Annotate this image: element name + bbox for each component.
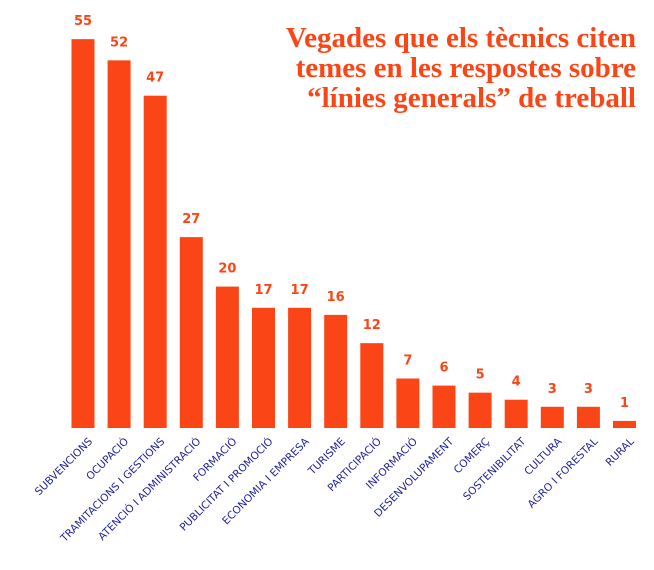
bar	[71, 39, 95, 429]
x-tick-label: RURAL	[603, 436, 636, 469]
data-label: 55	[74, 14, 92, 29]
bar	[252, 307, 275, 428]
bar	[540, 406, 564, 428]
bar	[288, 307, 312, 428]
bar	[360, 343, 384, 428]
data-label: 6	[439, 361, 448, 376]
data-label: 4	[512, 375, 521, 390]
data-label: 52	[110, 35, 128, 50]
data-label: 47	[146, 71, 164, 86]
data-label: 3	[548, 382, 557, 397]
bar	[107, 60, 131, 429]
data-label: 16	[327, 290, 345, 305]
bar	[396, 378, 420, 428]
x-tick-label: AGRO I FORESTAL	[526, 436, 601, 511]
chart-title: temes en les respostes sobre	[296, 52, 637, 84]
data-label: 17	[254, 283, 272, 298]
data-label: 17	[291, 283, 309, 298]
data-label: 3	[584, 382, 593, 397]
bar	[613, 420, 636, 428]
data-label: 12	[363, 318, 381, 333]
data-label: 7	[403, 354, 412, 369]
data-label: 1	[620, 396, 629, 411]
data-label: 27	[182, 212, 200, 227]
bar	[143, 95, 167, 429]
chart-title: “línies generals” de treball	[307, 82, 636, 114]
chart-title: Vegades que els tècnics citen	[286, 22, 636, 54]
bar	[324, 314, 348, 428]
bar	[432, 385, 456, 428]
x-tick-label: SOSTENIBILITAT	[461, 435, 529, 503]
bar	[468, 392, 492, 428]
data-label: 5	[476, 368, 485, 383]
bar	[504, 399, 528, 428]
data-label: 20	[218, 262, 236, 277]
x-tick-label: SUBVENCIONS	[33, 435, 96, 498]
bar	[576, 406, 600, 428]
bar	[179, 237, 203, 428]
bar	[215, 286, 239, 428]
